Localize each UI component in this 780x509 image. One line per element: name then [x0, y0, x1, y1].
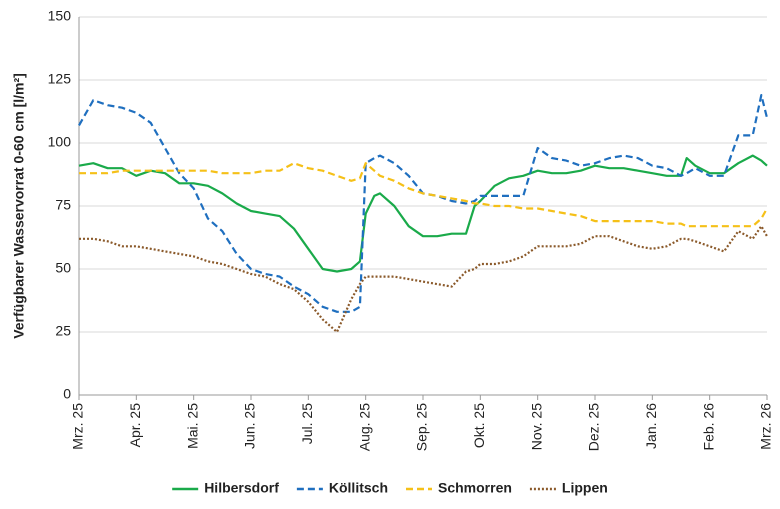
series-line	[78, 94, 769, 313]
y-tick-label: 150	[48, 8, 72, 24]
legend-label: Hilbersdorf	[204, 480, 279, 496]
x-tick-label: Mrz. 26	[758, 403, 774, 450]
y-axis-label: Verfügbarer Wasservorrat 0-60 cm [l/m²]	[11, 73, 27, 339]
x-tick-label: Okt. 25	[471, 403, 487, 448]
x-tick-label: Nov. 25	[528, 403, 544, 450]
legend-label: Lippen	[562, 480, 608, 496]
x-tick-label: Dez. 25	[586, 403, 602, 451]
y-tick-label: 75	[55, 197, 71, 213]
x-tick-label: Jun. 25	[242, 403, 258, 449]
x-tick-label: Jan. 26	[643, 403, 659, 449]
y-tick-label: 100	[48, 134, 72, 150]
x-tick-label: Apr. 25	[127, 403, 143, 448]
x-tick-label: Feb. 26	[700, 403, 716, 451]
legend-label: Schmorren	[438, 480, 512, 496]
series-line	[79, 162, 768, 228]
x-tick-label: Mai. 25	[184, 403, 200, 449]
legend-label: Köllitsch	[329, 480, 388, 496]
x-tick-label: Sep. 25	[414, 403, 430, 451]
y-tick-label: 50	[55, 260, 71, 276]
y-tick-label: 0	[63, 386, 71, 402]
y-tick-label: 25	[55, 323, 71, 339]
series-line	[79, 225, 768, 334]
x-tick-label: Mrz. 25	[70, 403, 86, 450]
x-tick-label: Jul. 25	[299, 403, 315, 444]
y-tick-label: 125	[48, 71, 72, 87]
series-line	[78, 154, 768, 273]
x-tick-label: Aug. 25	[356, 403, 372, 451]
